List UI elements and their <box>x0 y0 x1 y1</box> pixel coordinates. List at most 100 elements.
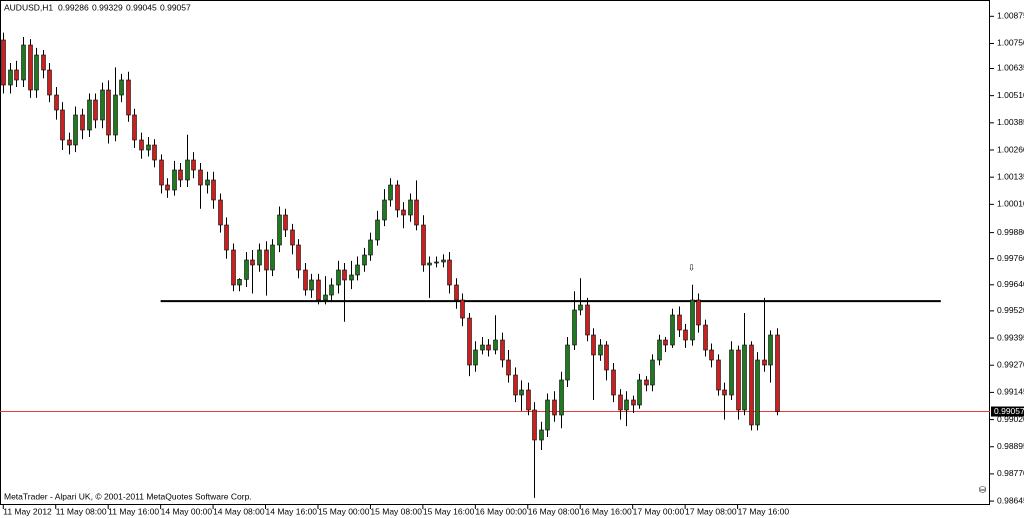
candle-body <box>264 249 269 271</box>
candle-body <box>578 304 583 311</box>
candle-body <box>532 409 537 441</box>
candle-body <box>218 199 223 226</box>
candle-body <box>185 159 190 181</box>
candle-body <box>500 339 505 361</box>
candle-body <box>316 279 321 301</box>
y-tick-label: 1.00385 <box>997 117 1024 127</box>
candle-body <box>749 344 754 426</box>
candle-body <box>257 249 262 266</box>
candle-body <box>388 184 393 201</box>
candle-body <box>696 299 701 326</box>
candle-body <box>126 79 131 116</box>
candle-body <box>624 399 629 411</box>
plot-frame <box>0 0 990 505</box>
candle-body <box>683 329 688 341</box>
candle-body <box>762 359 767 366</box>
candle-body <box>244 259 249 280</box>
candle-body <box>434 261 439 264</box>
candle-body <box>716 359 721 391</box>
candle-body <box>132 114 137 141</box>
candle-body <box>237 279 242 286</box>
candle-body <box>709 349 714 361</box>
candle-body <box>375 219 380 241</box>
candle-body <box>572 309 577 346</box>
candle-body <box>336 269 341 286</box>
chart-title: AUDUSD,H1 <box>4 2 53 12</box>
candle-body <box>768 334 773 366</box>
candle-body <box>722 389 727 396</box>
candle-body <box>460 299 465 319</box>
candle-body <box>506 359 511 376</box>
x-tick-label: 16 May 00:00 <box>475 506 527 516</box>
candle-body <box>493 339 498 351</box>
candle-body <box>290 229 295 246</box>
candle-body <box>755 359 760 426</box>
candle-body <box>637 379 642 406</box>
candle-body <box>677 314 682 331</box>
header-value: 0.99286 <box>58 2 89 12</box>
candle-body <box>323 294 328 301</box>
candle-body <box>54 94 59 111</box>
candle-body <box>198 169 203 186</box>
candle-body <box>329 284 334 296</box>
y-tick-label: 1.00750 <box>997 38 1024 48</box>
y-tick-label: 0.99395 <box>997 332 1024 342</box>
candle-body <box>585 304 590 336</box>
candle-body <box>47 69 52 96</box>
candle-body <box>559 379 564 416</box>
candle-body <box>401 209 406 216</box>
candle-body <box>211 179 216 201</box>
candle-body <box>395 184 400 211</box>
candle-body <box>736 349 741 411</box>
candle-body <box>224 224 229 251</box>
x-tick-label: 11 May 16:00 <box>108 506 159 516</box>
candle-body <box>349 274 354 281</box>
candle-body <box>598 344 603 356</box>
candle-body <box>93 99 98 121</box>
y-tick-label: 1.00135 <box>997 171 1024 181</box>
x-tick-label: 14 May 16:00 <box>266 506 318 516</box>
header-value: 0.99329 <box>92 2 123 12</box>
candle-body <box>159 159 164 186</box>
x-tick-label: 15 May 08:00 <box>370 506 422 516</box>
y-tick-label: 1.00260 <box>997 144 1024 154</box>
current-price-tag <box>991 406 1024 417</box>
candle-body <box>73 114 78 146</box>
candle-body <box>113 94 118 136</box>
candle-body <box>231 249 236 286</box>
candle-body <box>8 69 13 86</box>
candle-body <box>703 324 708 351</box>
candle-body <box>205 179 210 186</box>
candle-body <box>742 344 747 411</box>
candle-body <box>519 389 524 396</box>
x-tick-label: 16 May 08:00 <box>528 506 580 516</box>
candle-body <box>467 317 472 366</box>
candle-body <box>690 299 695 341</box>
candle-body <box>14 69 19 81</box>
x-tick-label: 15 May 16:00 <box>423 506 475 516</box>
candle-body <box>172 169 177 191</box>
candle-body <box>21 44 26 81</box>
candle-body <box>106 89 111 136</box>
y-tick-label: 0.98895 <box>997 441 1024 451</box>
candle-body <box>513 374 518 396</box>
candle-body <box>87 99 92 131</box>
candle-body <box>565 344 570 381</box>
candle-body <box>250 259 255 266</box>
candle-body <box>362 254 367 266</box>
candle-body <box>355 264 360 276</box>
candle-body <box>644 379 649 386</box>
candle-body <box>670 314 675 346</box>
candle-body <box>631 399 636 406</box>
candle-body <box>28 44 33 91</box>
candle-body <box>270 244 275 271</box>
candle-body <box>427 262 432 266</box>
